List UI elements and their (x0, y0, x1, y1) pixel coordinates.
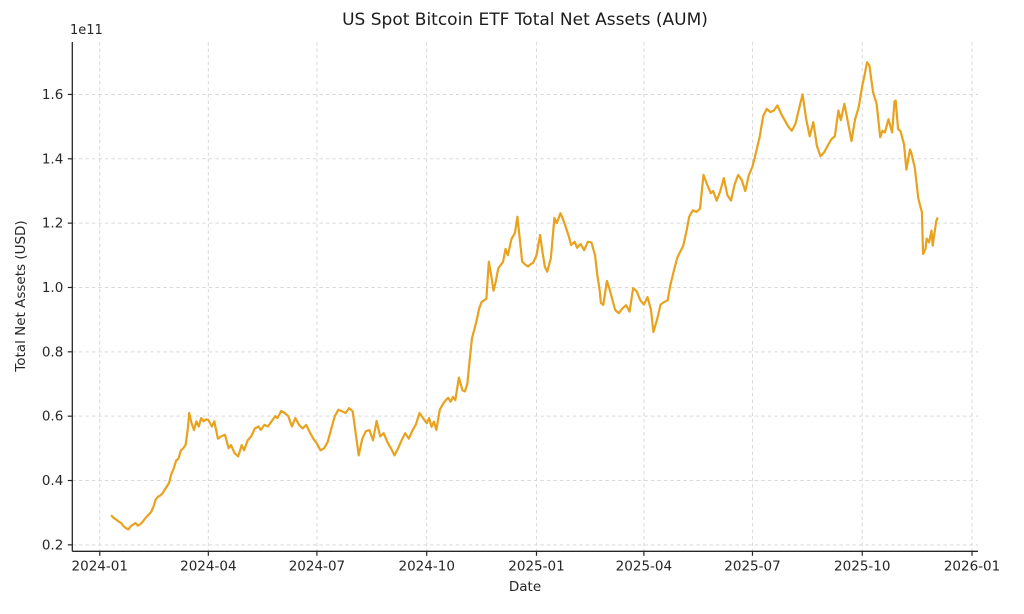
y-tick-label: 1.6 (42, 87, 63, 103)
x-tick-label: 2024-04 (180, 558, 236, 574)
aum-line-series (110, 61, 939, 531)
y-axis-offset-label: 1e11 (70, 23, 103, 38)
x-tick-label: 2024-01 (72, 558, 128, 574)
chart-title: US Spot Bitcoin ETF Total Net Assets (AU… (342, 10, 708, 30)
x-tick-label: 2024-10 (399, 558, 455, 574)
y-tick-label: 1.4 (42, 151, 63, 167)
y-tick-label: 0.8 (42, 344, 63, 360)
y-tick-label: 0.4 (42, 473, 63, 489)
x-tick-label: 2025-01 (508, 558, 564, 574)
y-tick-label: 0.2 (42, 537, 63, 553)
x-tick-label: 2024-07 (289, 558, 345, 574)
y-tick-label: 0.6 (42, 409, 63, 425)
x-tick-label: 2025-07 (724, 558, 780, 574)
x-tick-label: 2025-10 (834, 558, 890, 574)
x-axis-label: Date (508, 579, 542, 595)
x-tick-label: 2025-04 (616, 558, 672, 574)
y-tick-label: 1.0 (42, 280, 63, 296)
y-tick-label: 1.2 (42, 216, 63, 232)
x-tick-label: 2026-01 (944, 558, 1000, 574)
